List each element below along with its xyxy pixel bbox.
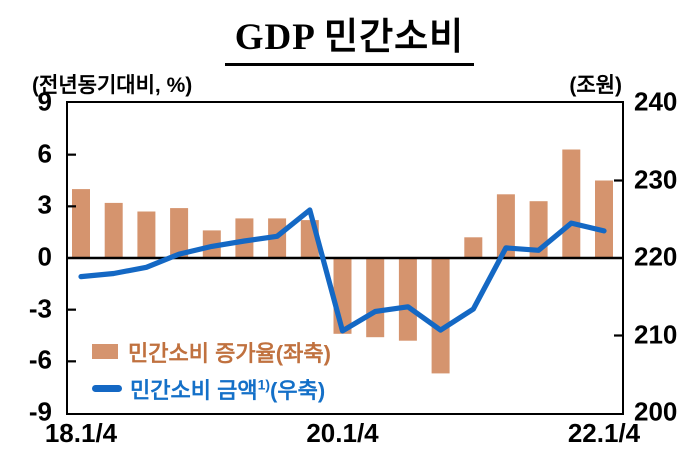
left-axis-tick-label: -6	[28, 344, 52, 375]
combo-chart-canvas	[68, 149, 622, 374]
x-axis-tick-label: 22.1/4	[567, 418, 641, 448]
footnote-marker: 1)	[257, 376, 271, 393]
chart-title: GDP 민간소비	[224, 6, 475, 66]
x-axis-tick-label: 20.1/4	[306, 418, 379, 448]
bar-growth-rate	[235, 218, 254, 258]
left-axis-tick-label: 3	[37, 189, 52, 220]
right-axis-tick-label: 200	[634, 396, 678, 427]
bar-growth-rate	[431, 258, 450, 374]
left-axis-tick-label: 6	[37, 137, 52, 168]
bar-growth-rate	[137, 211, 156, 258]
legend-item-amount: 민간소비 금액1)(우축)	[92, 370, 331, 407]
left-axis-unit-label: (전년동기대비, %)	[32, 74, 193, 97]
plot-area: 민간소비 증가율(좌축) 민간소비 금액1)(우축)	[66, 101, 624, 415]
right-axis-tick-label: 220	[634, 241, 678, 272]
bar-growth-rate	[366, 258, 385, 338]
bar-growth-rate	[398, 258, 417, 341]
bar-growth-rate	[104, 202, 123, 258]
right-axis-unit-label: (조원)	[569, 74, 622, 97]
bar-growth-rate	[562, 149, 581, 258]
bar-growth-rate	[595, 180, 613, 258]
legend: 민간소비 증가율(좌축) 민간소비 금액1)(우축)	[92, 333, 331, 407]
bar-growth-rate	[170, 208, 189, 258]
legend-label-amount: 민간소비 금액1)(우축)	[130, 376, 326, 403]
left-axis-tick-label: 9	[37, 86, 52, 117]
line-consumption-amount	[78, 207, 607, 334]
legend-label-growth-rate: 민간소비 증가율(좌축)	[128, 340, 331, 366]
bar-growth-rate	[464, 237, 483, 258]
left-axis-tick-label: -3	[28, 292, 52, 323]
legend-item-growth-rate: 민간소비 증가율(좌축)	[92, 333, 331, 370]
bar-growth-rate	[72, 189, 90, 258]
line-series-swatch	[92, 385, 122, 392]
title-wrap: GDP 민간소비	[0, 6, 699, 66]
right-axis-tick-label: 210	[634, 318, 678, 349]
x-axis-tick-label: 18.1/4	[44, 418, 118, 448]
right-axis-tick-label: 240	[634, 86, 678, 117]
left-axis-tick-label: -9	[28, 396, 52, 427]
right-axis-tick-label: 230	[634, 163, 678, 194]
bar-series-swatch	[92, 344, 118, 359]
bar-growth-rate	[496, 194, 515, 258]
left-axis-tick-label: 0	[37, 241, 52, 272]
